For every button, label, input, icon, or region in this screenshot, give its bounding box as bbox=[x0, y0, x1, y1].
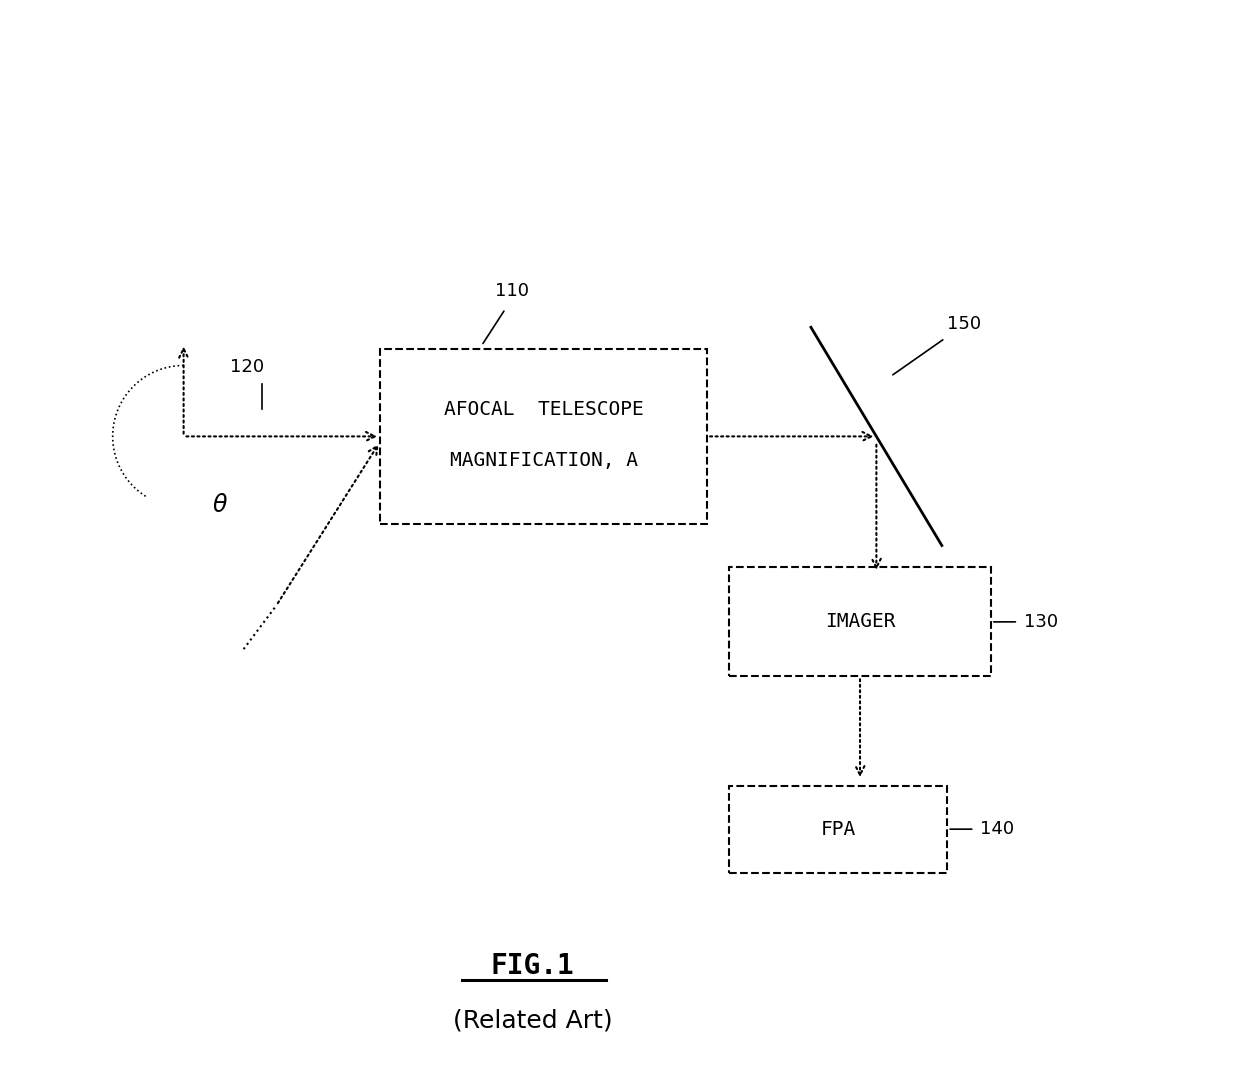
Text: FPA: FPA bbox=[821, 819, 856, 839]
Text: MAGNIFICATION, A: MAGNIFICATION, A bbox=[450, 451, 637, 470]
Text: IMAGER: IMAGER bbox=[825, 612, 895, 632]
FancyBboxPatch shape bbox=[729, 567, 991, 676]
Text: 140: 140 bbox=[980, 820, 1014, 838]
Text: (Related Art): (Related Art) bbox=[453, 1008, 613, 1032]
FancyBboxPatch shape bbox=[729, 786, 947, 873]
Text: AFOCAL  TELESCOPE: AFOCAL TELESCOPE bbox=[444, 399, 644, 419]
Text: 120: 120 bbox=[229, 359, 264, 376]
FancyBboxPatch shape bbox=[379, 349, 707, 524]
Text: FIG.1: FIG.1 bbox=[491, 951, 574, 980]
Text: θ: θ bbox=[212, 493, 227, 517]
Text: 150: 150 bbox=[947, 315, 981, 333]
Text: 130: 130 bbox=[1024, 613, 1058, 631]
Text: 110: 110 bbox=[495, 283, 528, 300]
